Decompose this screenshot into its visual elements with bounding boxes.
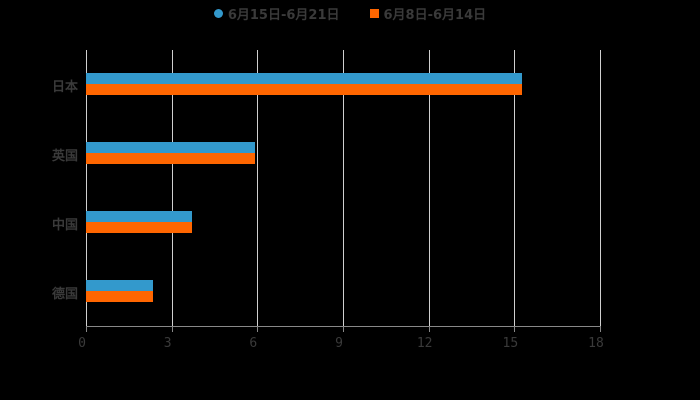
x-tick-label: 3	[163, 336, 172, 351]
bar-jun8-14[interactable]	[86, 222, 192, 233]
x-tick-label: 18	[588, 336, 604, 351]
x-tick	[428, 326, 430, 332]
gridline	[428, 50, 430, 326]
legend-label: 6月15日-6月21日	[227, 8, 340, 23]
x-tick	[343, 326, 344, 332]
legend-item-series-2[interactable]: 6月8日-6月14日	[369, 4, 487, 23]
bar-jun15-21[interactable]	[86, 73, 523, 84]
x-tick-label: 6	[249, 336, 258, 351]
gridline	[514, 50, 516, 326]
bar-jun15-21[interactable]	[86, 211, 192, 222]
x-tick	[86, 326, 87, 332]
y-category-label: 德国	[51, 287, 78, 302]
bar-jun15-21[interactable]	[86, 142, 256, 153]
y-category-label: 中国	[51, 218, 78, 233]
gridline	[86, 50, 87, 326]
bar-jun8-14[interactable]	[86, 84, 523, 95]
gridline	[343, 50, 344, 326]
x-tick-label: 0	[78, 336, 86, 351]
y-category-label: 日本	[51, 80, 78, 95]
x-tick	[514, 326, 516, 332]
x-tick-label: 9	[335, 336, 343, 351]
x-axis	[86, 326, 600, 327]
x-tick	[600, 326, 601, 332]
gridline	[257, 50, 259, 326]
legend-circle-icon	[213, 9, 223, 18]
gridline	[171, 50, 173, 326]
legend-item-series-1[interactable]: 6月15日-6月21日	[213, 4, 340, 23]
x-tick	[171, 326, 173, 332]
chart-legend: 6月15日-6月21日 6月8日-6月14日	[0, 4, 700, 23]
y-category-label: 英国	[51, 149, 78, 164]
legend-label: 6月8日-6月14日	[383, 8, 487, 23]
bar-jun15-21[interactable]	[86, 280, 154, 291]
bar-jun8-14[interactable]	[86, 153, 256, 164]
x-tick-label: 15	[502, 336, 519, 351]
x-tick-label: 12	[416, 336, 433, 351]
bar-jun8-14[interactable]	[86, 291, 154, 302]
legend-square-icon	[369, 9, 379, 18]
gridline	[600, 50, 601, 326]
x-tick	[257, 326, 259, 332]
